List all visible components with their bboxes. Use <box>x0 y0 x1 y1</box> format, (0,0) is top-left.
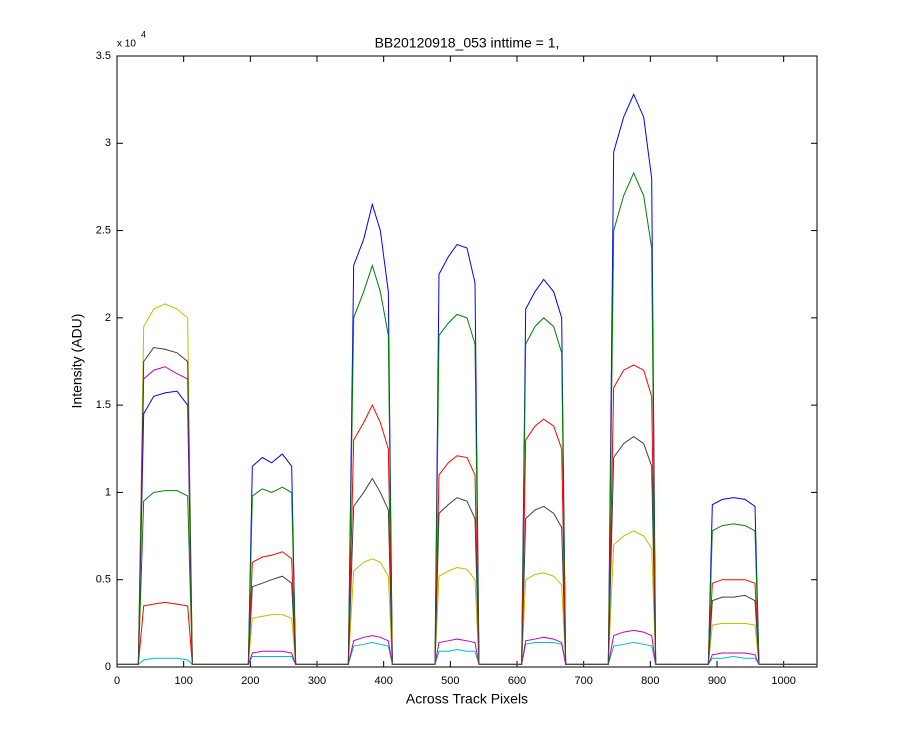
x-tick-label: 200 <box>241 675 259 687</box>
y-exponent-base: x 10 <box>117 39 136 50</box>
y-tick-label: 0.5 <box>96 574 111 586</box>
chart-title: BB20120918_053 inttime = 1, <box>375 35 560 51</box>
x-tick-label: 300 <box>308 675 326 687</box>
y-axis-label: Intensity (ADU) <box>69 314 85 409</box>
y-tick-label: 3 <box>105 137 111 149</box>
x-tick-label: 900 <box>708 675 726 687</box>
y-tick-label: 2 <box>105 312 111 324</box>
plot-area <box>116 55 818 668</box>
y-tick-label: 2.5 <box>96 224 111 236</box>
x-tick-label: 800 <box>641 675 659 687</box>
x-tick-label: 1000 <box>771 675 795 687</box>
y-tick-label: 0 <box>105 661 111 673</box>
x-tick-label: 400 <box>374 675 392 687</box>
x-axis-label: Across Track Pixels <box>406 691 528 707</box>
series-line <box>117 303 817 665</box>
x-tick-label: 500 <box>441 675 459 687</box>
x-tick-label: 100 <box>174 675 192 687</box>
y-exponent-power: 4 <box>141 29 146 39</box>
x-tick-label: 0 <box>114 675 120 687</box>
series-line <box>117 366 817 665</box>
x-tick-label: 600 <box>508 675 526 687</box>
y-tick-label: 1 <box>105 486 111 498</box>
y-tick-label: 1.5 <box>96 399 111 411</box>
series-line <box>117 346 817 665</box>
series-line <box>117 171 817 665</box>
x-tick-label: 700 <box>574 675 592 687</box>
y-tick-label: 3.5 <box>96 50 111 62</box>
